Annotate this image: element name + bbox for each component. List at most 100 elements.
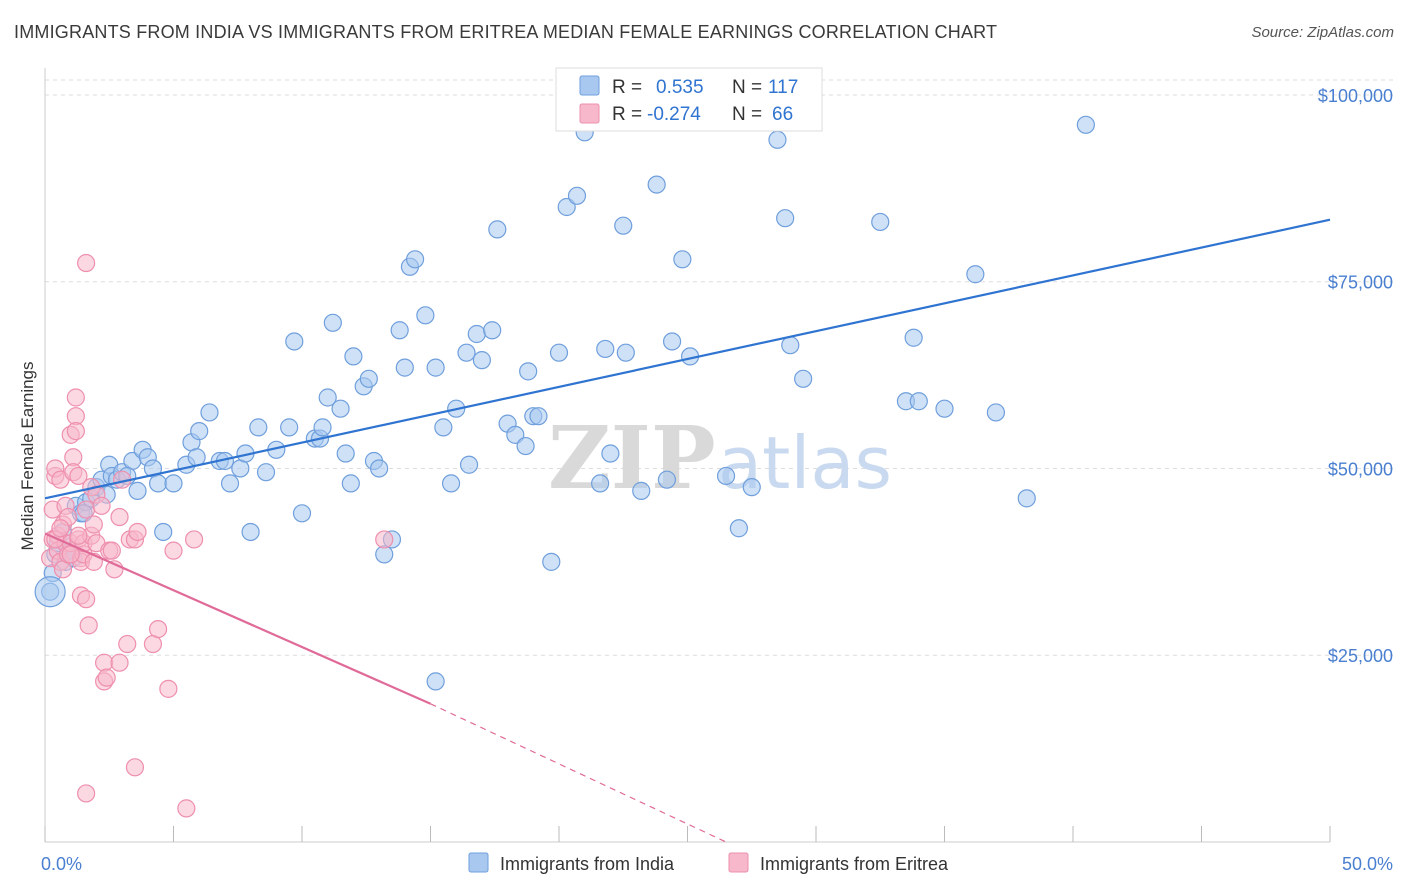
india-point (542, 552, 561, 571)
eritrea-point (79, 616, 98, 635)
india-point (285, 332, 304, 351)
india-point (596, 339, 615, 359)
india-point (148, 474, 168, 493)
india-point (662, 332, 682, 351)
bottom-legend-swatch-india (468, 852, 489, 873)
x-tick-label-max: 50.0% (1342, 854, 1393, 874)
india-point (488, 220, 507, 239)
india-point (591, 474, 610, 493)
eritrea-points (41, 253, 394, 818)
india-point (341, 474, 360, 493)
series-legend: Immigrants from India Immigrants from Er… (468, 852, 949, 874)
india-point (313, 418, 332, 437)
eritrea-r-value: -0.274 (647, 104, 701, 125)
bottom-legend-india: Immigrants from India (500, 854, 675, 874)
eritrea-r-label: R = (612, 104, 642, 125)
eritrea-point (128, 522, 147, 542)
india-point (241, 522, 260, 542)
india-point-large (34, 576, 66, 608)
eritrea-point (148, 619, 168, 639)
eritrea-point (69, 466, 88, 486)
india-point (647, 175, 666, 194)
india-point (516, 436, 535, 456)
india-point (657, 470, 677, 489)
india-point (467, 324, 486, 344)
india-point (742, 478, 761, 497)
india-point (616, 343, 635, 362)
india-point (549, 343, 569, 362)
eritrea-point (66, 422, 85, 441)
india-point (459, 455, 479, 474)
india-point (935, 399, 954, 418)
india-point (249, 418, 268, 437)
india-point (909, 392, 928, 411)
india-point (567, 186, 587, 205)
eritrea-point (159, 679, 178, 698)
stats-legend: R = 0.535 N = 117 R = -0.274 N = 66 (555, 67, 823, 132)
y-tick-label: $25,000 (1328, 646, 1393, 666)
india-n-label: N = (732, 77, 762, 98)
eritrea-trend-extension (430, 703, 727, 843)
india-point (128, 481, 147, 500)
india-point (426, 672, 445, 691)
watermark-atlas: atlas (718, 421, 892, 505)
eritrea-point (84, 515, 103, 534)
y-axis-label: Median Female Earnings (18, 362, 37, 551)
india-point (483, 321, 502, 340)
india-point (457, 343, 476, 362)
india-r-label: R = (612, 77, 642, 98)
india-point (781, 336, 800, 355)
eritrea-n-label: N = (732, 104, 762, 125)
eritrea-point (77, 500, 96, 519)
india-r-value: 0.535 (656, 77, 704, 98)
y-tick-label: $100,000 (1318, 86, 1393, 106)
chart-title: IMMIGRANTS FROM INDIA VS IMMIGRANTS FROM… (14, 22, 998, 42)
eritrea-point (184, 530, 204, 549)
eritrea-point (97, 668, 116, 687)
eritrea-point (125, 758, 145, 777)
india-point (154, 522, 173, 542)
india-point (673, 250, 692, 269)
y-tick-label: $50,000 (1328, 459, 1393, 479)
india-point (434, 418, 453, 437)
tick-labels: $25,000 $50,000 $75,000 $100,000 0.0% 50.0% (41, 86, 1393, 874)
india-point (200, 403, 219, 422)
eritrea-point (375, 530, 394, 549)
trend-lines (44, 218, 1331, 843)
india-point (768, 130, 787, 149)
india-point (405, 250, 425, 269)
india-point (336, 444, 355, 463)
india-point (776, 209, 795, 228)
india-point (601, 444, 620, 463)
india-point (986, 403, 1006, 422)
eritrea-point (51, 519, 70, 538)
india-point (220, 474, 240, 493)
legend-swatch-india (579, 75, 600, 96)
source-label: Source: ZipAtlas.com (1251, 24, 1394, 41)
eritrea-point (118, 634, 137, 654)
india-point (359, 369, 378, 388)
x-tick-label-min: 0.0% (41, 854, 82, 874)
legend-box (555, 67, 823, 132)
india-point (871, 212, 890, 232)
india-point (344, 347, 363, 366)
eritrea-point (95, 653, 114, 672)
india-point (370, 459, 389, 478)
axes (44, 68, 1331, 843)
india-point (323, 313, 342, 332)
india-points (34, 115, 1095, 691)
india-point (318, 388, 337, 407)
india-point (1017, 489, 1036, 508)
bottom-legend-eritrea: Immigrants from Eritrea (760, 854, 949, 874)
india-point (716, 466, 736, 486)
eritrea-point (177, 799, 196, 818)
eritrea-n-value: 66 (772, 104, 793, 125)
india-point (904, 328, 923, 347)
india-point (441, 474, 461, 493)
eritrea-point (110, 507, 129, 527)
eritrea-point (77, 253, 96, 273)
eritrea-point (77, 590, 96, 609)
india-point (557, 197, 576, 217)
india-point (729, 519, 749, 538)
